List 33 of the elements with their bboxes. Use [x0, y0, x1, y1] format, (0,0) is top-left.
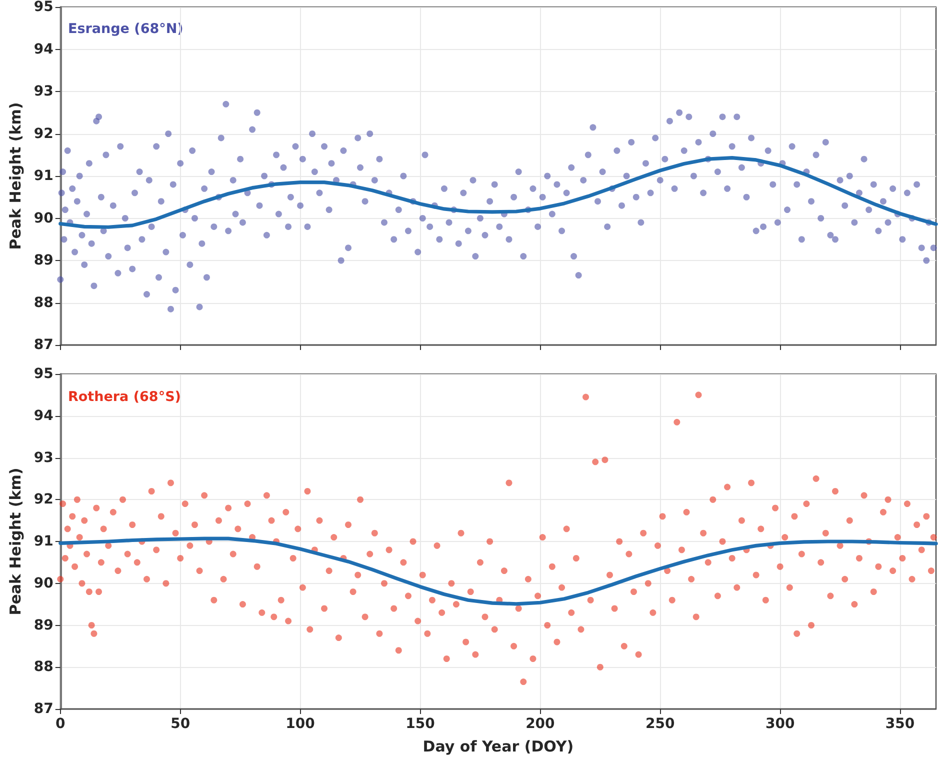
x-axis-title: Day of Year (DOY): [422, 738, 574, 756]
y-tick-label: 88: [34, 659, 54, 676]
y-tick-label: 87: [34, 337, 54, 353]
y-tick-label: 94: [34, 41, 54, 58]
line-series: [58, 536, 938, 606]
y-tick-label: 94: [34, 408, 54, 424]
y-tick-label: 91: [34, 168, 54, 184]
y-tick-label: 90: [34, 210, 54, 226]
y-tick-label: 92: [34, 492, 54, 508]
y-tick-label: 91: [34, 534, 54, 550]
y-axis-title: Peak Height (km): [6, 468, 24, 616]
annotation: Rothera (68°S): [68, 389, 181, 405]
y-tick-label: 93: [34, 450, 54, 466]
y-tick-label: 93: [34, 84, 54, 100]
y-tick-label: 90: [34, 575, 54, 592]
annotation: Esrange (68°N): [68, 21, 184, 37]
y-tick-label: 95: [34, 0, 54, 15]
line-series: [58, 156, 938, 229]
y-tick-label: 88: [34, 294, 54, 311]
x-tick-label: 150: [406, 716, 436, 732]
y-tick-label: 95: [34, 366, 54, 382]
x-tick-label: 350: [885, 716, 915, 732]
x-tick-label: 300: [765, 716, 795, 732]
x-tick-label: 250: [646, 716, 675, 732]
x-tick-label: 100: [286, 716, 316, 732]
y-axis-title: Peak Height (km): [6, 102, 24, 250]
x-tick-label: 50: [170, 716, 190, 732]
y-tick-label: 92: [34, 126, 54, 142]
y-tick-label: 89: [34, 252, 54, 268]
x-tick-label: 200: [526, 716, 556, 732]
y-tick-label: 87: [34, 701, 54, 717]
x-tick-label: 0: [56, 716, 66, 732]
y-tick-label: 89: [34, 617, 54, 634]
